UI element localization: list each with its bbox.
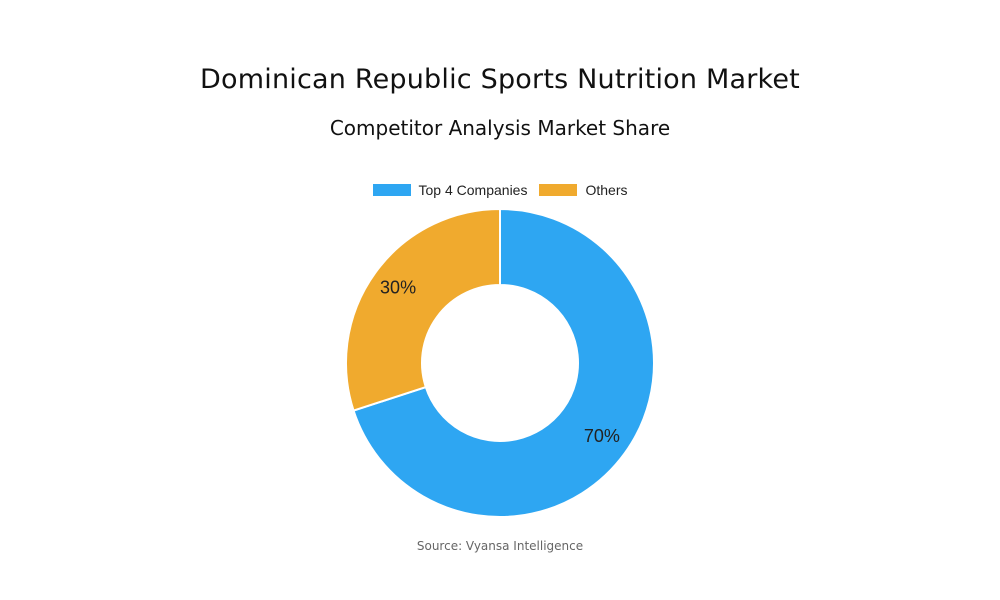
- legend-label-top-4-companies: Top 4 Companies: [418, 182, 528, 198]
- legend-item-others[interactable]: Others: [539, 182, 627, 198]
- source-note: Source: Vyansa Intelligence: [416, 539, 584, 553]
- legend-swatch-others: [539, 184, 578, 196]
- legend-swatch-top-4-companies: [372, 184, 411, 196]
- legend: Top 4 Companies Others: [0, 182, 1000, 198]
- chart-subtitle: Competitor Analysis Market Share: [329, 116, 671, 140]
- slice-others[interactable]: [345, 207, 501, 412]
- chart-title: Dominican Republic Sports Nutrition Mark…: [200, 64, 800, 95]
- legend-label-others: Others: [585, 182, 628, 198]
- data-label-others: 30%: [380, 278, 416, 298]
- legend-item-top-4-companies[interactable]: Top 4 Companies: [372, 182, 528, 198]
- data-label-top-4-companies: 70%: [584, 426, 620, 446]
- slice-top-4-companies[interactable]: [352, 207, 655, 518]
